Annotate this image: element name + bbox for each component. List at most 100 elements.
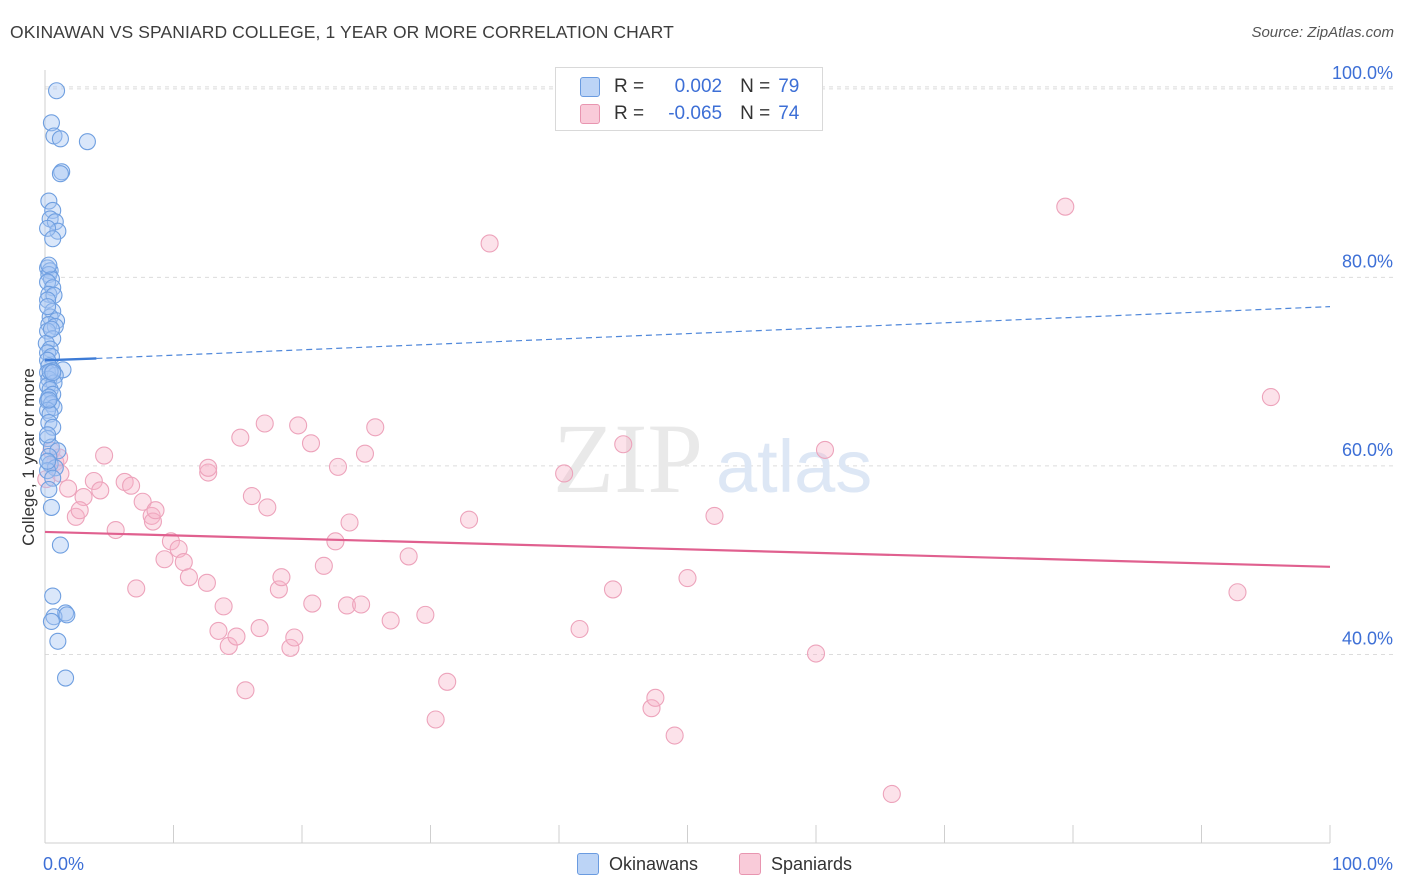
spaniard-point [678,569,697,588]
spaniard-point [355,444,375,463]
spaniard-swatch [580,104,600,124]
spaniard-point [127,579,146,598]
watermark: ZIP atlas [553,403,872,514]
chart-title: OKINAWAN VS SPANIARD COLLEGE, 1 YEAR OR … [10,22,674,42]
legend-item-okinawans[interactable]: Okinawans [577,851,698,877]
trend-lines [44,306,1331,568]
okinawan-point [42,114,60,132]
spaniard-point [882,784,901,804]
spaniard-point [179,568,198,587]
spaniard-point [646,688,665,707]
okinawan-trend-line [44,357,97,362]
spaniard-point [314,556,333,575]
spaniard-r-value: -0.065 [668,103,723,124]
watermark-zip: ZIP [553,403,703,514]
spaniard-point [106,520,125,540]
okinawan-trend-extension [96,306,1331,360]
spaniard-point [815,440,835,459]
spaniard-point [806,644,826,663]
spaniard-point [352,595,371,614]
okinawan-point [44,230,62,248]
spaniard-point [614,435,633,454]
y-tick-label: 100.0% [1332,63,1393,83]
source-label: Source: ZipAtlas.com [1251,24,1394,41]
spaniard-point [122,476,141,495]
spaniard-point [272,568,291,587]
okinawan-swatch [580,77,600,97]
okinawan-point [40,256,58,274]
spaniard-point [326,532,345,551]
r-label: R = [614,103,645,124]
spaniard-point [381,611,400,630]
okinawans-legend-label: Okinawans [609,853,699,874]
spaniard-point [231,428,250,447]
spaniard-point [59,479,78,498]
spaniard-point [289,416,308,435]
okinawan-point [41,405,59,423]
okinawan-point [39,219,57,237]
okinawan-point [39,298,57,316]
spaniard-point [242,487,261,506]
spaniard-point [174,553,193,572]
spaniard-point [459,510,479,529]
legend-row-spaniard: R = -0.065 N = 74 [580,102,799,126]
spaniard-point [328,457,348,476]
okinawans-legend-swatch [577,853,599,875]
spaniards-legend-label: Spaniards [771,853,853,874]
spaniard-point [143,512,162,531]
spaniard-point [555,464,574,483]
okinawan-point [42,612,60,631]
okinawan-point [42,498,60,516]
spaniard-point [285,628,304,647]
spaniard-point [161,532,180,551]
spaniard-point [337,596,357,615]
spaniard-points [37,197,1280,804]
spaniard-point [209,621,228,640]
gridlines [45,86,1393,655]
okinawan-point [57,669,75,687]
spaniard-point [199,458,218,477]
watermark-atlas: atlas [716,425,872,508]
spaniard-point [603,580,623,599]
y-tick-label: 60.0% [1342,440,1393,460]
okinawan-point [39,291,57,309]
x-tick-label: 0.0% [43,854,84,874]
r-label: R = [614,76,645,97]
spaniard-point [155,550,174,569]
okinawan-points [37,82,96,687]
okinawan-point [51,130,69,148]
spaniard-point [281,638,300,657]
okinawan-point [51,536,69,554]
spaniard-point [258,498,277,517]
spaniard-point [426,710,445,729]
y-axis-label: College, 1 year or more [19,368,38,546]
okinawan-point [39,259,57,277]
spaniard-point [197,573,216,592]
spaniard-point [255,414,274,433]
okinawan-point [44,364,62,382]
spaniard-point [146,501,165,520]
okinawan-point [39,452,57,470]
okinawan-point [40,480,58,499]
okinawan-point [44,469,62,487]
okinawan-point [58,606,76,624]
spaniard-n-value: 74 [778,103,800,124]
spaniard-point [416,605,435,624]
okinawan-point [78,133,96,151]
spaniard-point [250,619,269,638]
legend-item-spaniards[interactable]: Spaniards [739,851,852,877]
spaniard-point [642,699,661,718]
x-tick-label: 100.0% [1332,854,1393,874]
spaniard-point [199,463,218,482]
okinawan-point [49,442,67,460]
okinawan-point [40,315,58,334]
okinawan-point [40,285,58,303]
y-tick-label: 80.0% [1342,251,1393,271]
okinawan-point [44,587,62,605]
spaniard-point [570,619,589,639]
spaniard-point [84,471,103,491]
okinawan-point [40,391,58,409]
y-tick-label: 40.0% [1342,628,1393,648]
spaniard-point [480,234,499,253]
